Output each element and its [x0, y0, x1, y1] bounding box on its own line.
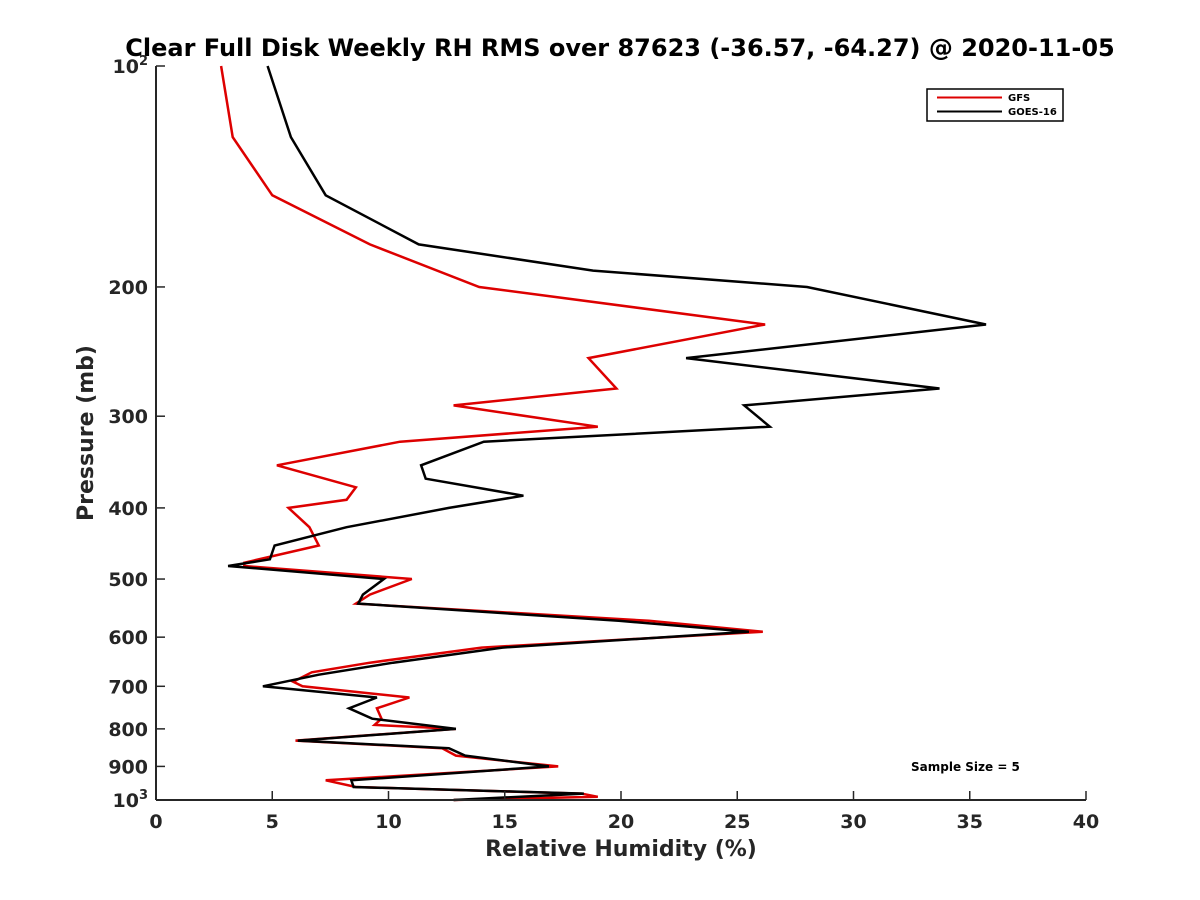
y-tick-label: 103 [113, 788, 149, 812]
sample-size-annotation: Sample Size = 5 [911, 760, 1020, 774]
y-tick-label: 400 [108, 498, 148, 520]
y-axis-label: Pressure (mb) [74, 345, 99, 521]
x-tick-label: 20 [608, 811, 634, 833]
x-ticks: 0 5 10 15 20 25 30 35 40 [149, 791, 1099, 833]
x-tick-label: 5 [266, 811, 279, 833]
x-tick-label: 10 [375, 811, 401, 833]
y-tick-label: 500 [108, 569, 148, 591]
series-line-goes16 [227, 65, 987, 802]
x-tick-label: 40 [1073, 811, 1099, 833]
y-tick-label: 800 [108, 719, 148, 741]
y-tick-label: 300 [108, 406, 148, 428]
y-tick-label: 200 [108, 277, 148, 299]
x-axis-label: Relative Humidity (%) [485, 837, 757, 862]
legend-label-goes16: GOES-16 [1008, 107, 1057, 118]
legend-box [926, 88, 1064, 122]
y-ticks: 102 200 300 400 500 600 700 800 900 103 [108, 54, 165, 812]
y-tick-label: 102 [113, 54, 149, 78]
x-tick-label: 15 [492, 811, 518, 833]
x-tick-label: 0 [149, 811, 162, 833]
plot-area [219, 65, 987, 802]
legend: GFS GOES-16 [926, 88, 1064, 122]
chart-title: Clear Full Disk Weekly RH RMS over 87623… [125, 34, 1114, 62]
y-tick-label: 900 [108, 756, 148, 778]
y-tick-label: 700 [108, 676, 148, 698]
legend-label-gfs: GFS [1008, 93, 1030, 104]
x-tick-label: 25 [724, 811, 750, 833]
x-tick-label: 30 [840, 811, 866, 833]
y-tick-label: 600 [108, 627, 148, 649]
x-tick-label: 35 [957, 811, 983, 833]
